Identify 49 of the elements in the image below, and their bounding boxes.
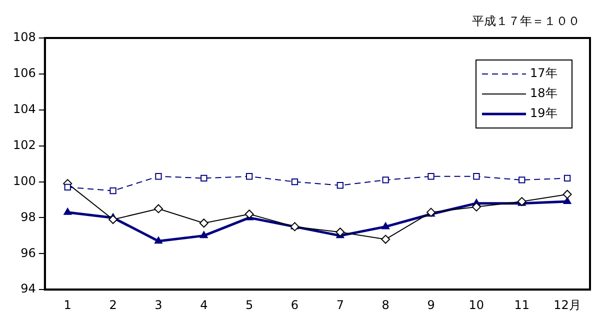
x-tick-label: 11: [514, 298, 530, 312]
point: [473, 173, 480, 180]
point: [64, 208, 72, 215]
x-tick-label: 6: [290, 298, 299, 312]
x-tick-label: 12月: [554, 298, 581, 312]
point: [246, 173, 253, 180]
point: [382, 222, 390, 230]
point: [199, 218, 208, 228]
point: [244, 210, 254, 219]
x-tick-label: 3: [154, 298, 162, 312]
y-tick-label: 100: [13, 174, 36, 188]
legend-label: 19年: [530, 106, 558, 120]
y-tick-label: 104: [13, 102, 36, 116]
y-tick-label: 108: [13, 30, 36, 44]
x-tick-label: 1: [64, 298, 72, 312]
legend-label: 17年: [530, 66, 558, 80]
x-tick-label: 8: [382, 298, 390, 312]
point: [563, 197, 572, 204]
point: [518, 176, 526, 184]
x-tick-label: 9: [427, 298, 435, 312]
point: [564, 174, 571, 182]
y-tick-label: 98: [20, 210, 36, 224]
text: 平成１７年＝１００: [472, 14, 580, 28]
point: [108, 215, 118, 224]
point: [155, 173, 162, 180]
y-tick-label: 96: [20, 246, 36, 260]
x-tick-label: 4: [200, 298, 208, 312]
x-tick-label: 10: [468, 298, 484, 312]
legend-label: 18年: [530, 86, 558, 100]
point: [336, 228, 345, 237]
point: [381, 234, 390, 244]
x-tick-label: 5: [245, 298, 254, 312]
point: [472, 202, 481, 212]
x-tick-label: 2: [109, 298, 117, 312]
x-tick-label: 7: [336, 298, 344, 312]
point: [154, 236, 162, 244]
point: [562, 190, 572, 199]
point: [336, 182, 344, 189]
point: [154, 204, 163, 214]
y-tick-label: 106: [13, 66, 36, 80]
point: [64, 184, 71, 190]
point: [382, 176, 389, 184]
point: [110, 187, 116, 194]
point: [291, 178, 298, 186]
point: [200, 231, 208, 238]
y-tick-label: 94: [20, 282, 36, 296]
y-tick-label: 102: [13, 138, 36, 152]
point: [428, 173, 434, 180]
point: [200, 174, 208, 182]
